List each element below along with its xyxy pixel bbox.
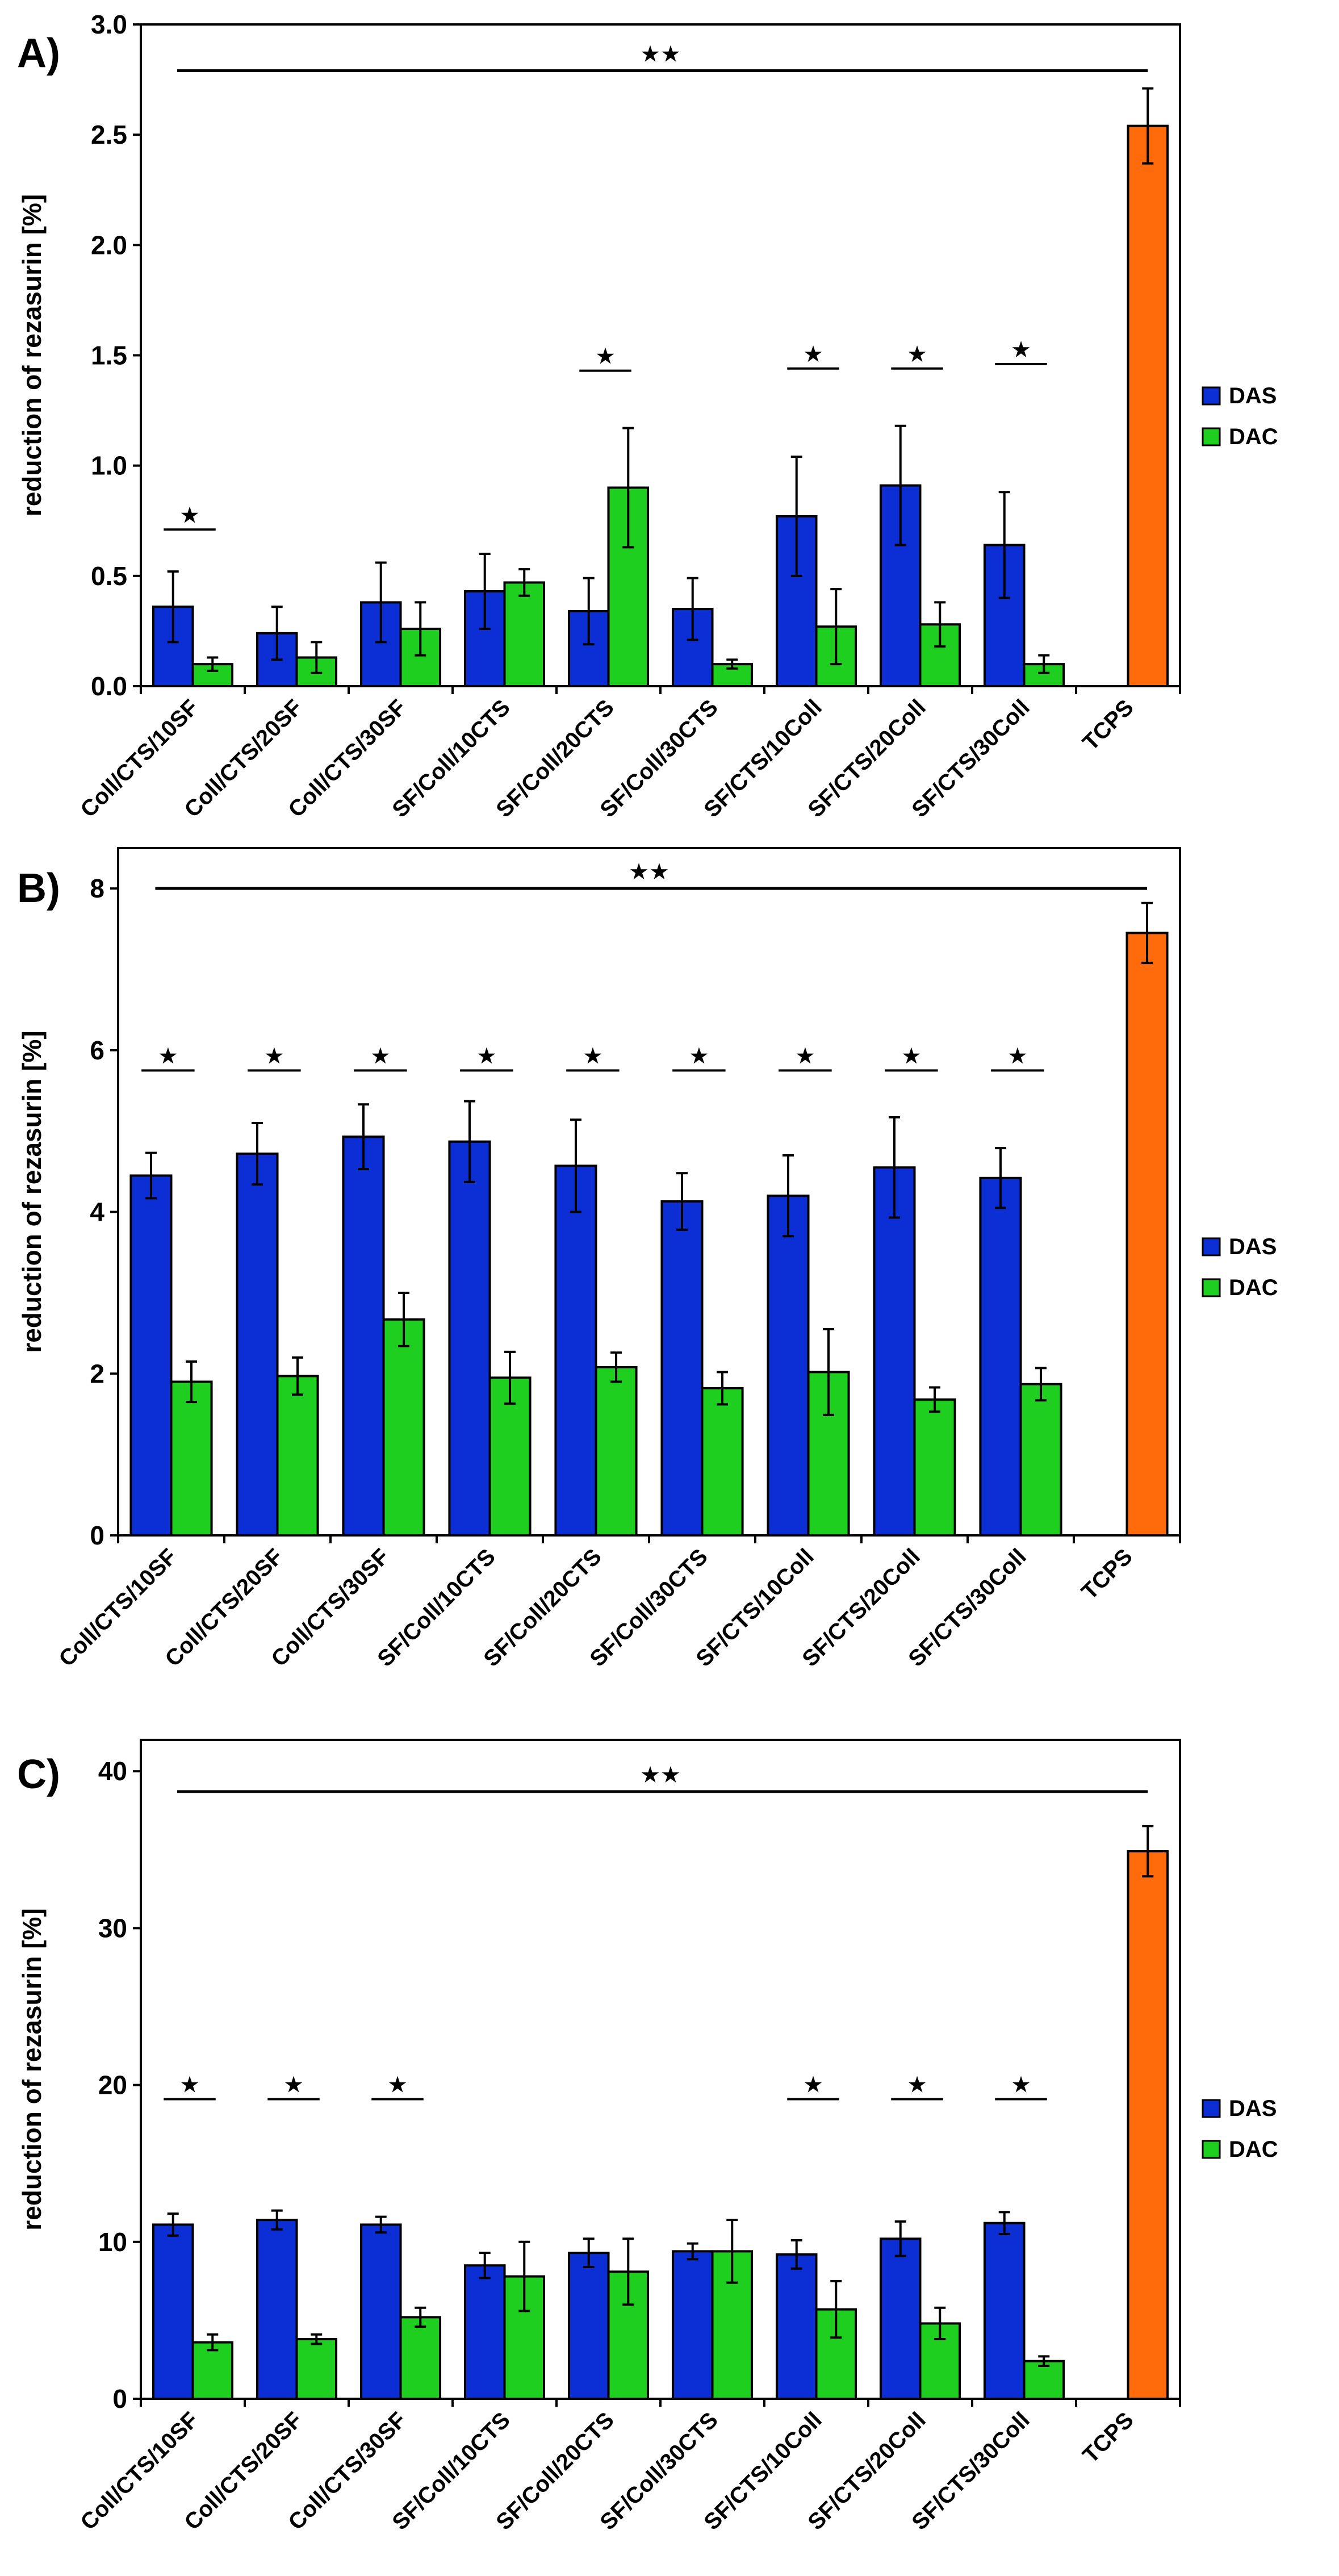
significance-star: ★: [264, 1043, 284, 1068]
significance-star: ★: [907, 342, 927, 367]
significance-star: ★: [1011, 337, 1031, 362]
bar-dac: [913, 1398, 956, 1537]
legend-swatch-dac: [1202, 2140, 1221, 2159]
significance-star: ★: [158, 1043, 178, 1068]
bar-das: [879, 2237, 922, 2400]
legend-label-das: DAS: [1229, 383, 1277, 408]
significance-star: ★: [179, 2072, 200, 2097]
significance-star: ★: [595, 344, 616, 369]
bar-dac: [503, 581, 546, 687]
bar-das: [152, 2223, 194, 2400]
y-tick-label: 1.5: [91, 341, 127, 370]
bar-dac: [382, 1318, 425, 1537]
bar-das: [129, 1174, 173, 1537]
bar-tcps: [1125, 932, 1169, 1537]
y-tick-label: 3.0: [91, 10, 127, 39]
bar-das: [775, 2253, 818, 2400]
bar-das: [873, 1166, 916, 1537]
legend-swatch-dac: [1202, 1278, 1221, 1297]
legend-swatch-das: [1202, 386, 1221, 406]
y-tick-label: 1.0: [91, 451, 127, 481]
legend-swatch-das: [1202, 2099, 1221, 2118]
significance-star: ★: [1007, 1043, 1028, 1068]
x-tick-label: TCPS: [1078, 695, 1139, 755]
bar-dac: [595, 1366, 638, 1537]
y-tick-label: 10: [98, 2227, 127, 2257]
significance-star: ★: [901, 1043, 922, 1068]
significance-star: ★: [583, 1043, 603, 1068]
y-tick-label: 4: [90, 1197, 104, 1227]
panel-c: C)reduction of rezasurin [%]010203040Col…: [17, 1739, 1278, 2535]
significance-star: ★: [283, 2072, 304, 2097]
y-axis-label: reduction of rezasurin [%]: [17, 194, 47, 516]
bar-tcps: [1127, 124, 1169, 687]
y-tick-label: 30: [98, 1913, 127, 1943]
y-tick-label: 2.5: [91, 120, 127, 149]
bar-das: [342, 1135, 385, 1537]
y-tick-label: 0.0: [91, 671, 127, 701]
y-axis-label: reduction of rezasurin [%]: [17, 1908, 47, 2230]
significance-star: ★: [795, 1043, 815, 1068]
y-tick-label: 2.0: [91, 230, 127, 260]
panel-label: C): [17, 1752, 60, 1797]
bar-dac: [503, 2275, 546, 2400]
bar-dac: [701, 1387, 744, 1537]
bar-das: [660, 1200, 704, 1537]
legend-label-dac: DAC: [1229, 424, 1278, 449]
significance-star: ★: [387, 2072, 408, 2097]
bar-das: [256, 2219, 298, 2400]
bar-dac: [295, 2338, 338, 2400]
bar-dac: [1019, 1383, 1062, 1537]
legend-swatch-das: [1202, 1237, 1221, 1256]
significance-star: ★: [476, 1043, 497, 1068]
panel-a: A) reduction of rezasurin [%] 0.0 0.5 1.0 1.5…: [17, 10, 1278, 823]
bar-das: [567, 2252, 610, 2400]
legend-swatch-dac: [1202, 427, 1221, 446]
x-tick-label: TCPS: [1077, 1544, 1137, 1605]
legend-label-das: DAS: [1229, 2096, 1277, 2121]
bar-das: [983, 2222, 1026, 2400]
bar-dac: [170, 1380, 213, 1537]
bar-dac: [1023, 2360, 1065, 2400]
panel-label: A): [17, 31, 60, 76]
significance-star: ★: [1011, 2072, 1031, 2097]
x-tick-label: TCPS: [1078, 2407, 1139, 2468]
double-significance-stars: ★★: [629, 859, 670, 884]
y-tick-label: 0: [90, 1521, 104, 1550]
legend-label-dac: DAC: [1229, 2137, 1278, 2162]
y-axis-label: reduction of rezasurin [%]: [17, 1030, 47, 1352]
bar-tcps: [1127, 1850, 1169, 2400]
bar-das: [767, 1195, 810, 1537]
significance-star: ★: [907, 2072, 927, 2097]
legend-label-dac: DAC: [1229, 1275, 1278, 1300]
significance-star: ★: [803, 342, 823, 367]
bar-das: [671, 2250, 714, 2400]
bar-dac: [399, 2316, 442, 2400]
double-significance-stars: ★★: [640, 42, 681, 67]
significance-star: ★: [803, 2072, 823, 2097]
y-tick-label: 0.5: [91, 561, 127, 591]
y-tick-label: 0: [112, 2384, 127, 2414]
bar-das: [236, 1153, 279, 1537]
bar-dac: [276, 1375, 319, 1537]
double-significance-stars: ★★: [640, 1763, 681, 1788]
y-tick-label: 8: [90, 874, 104, 903]
bar-das: [448, 1140, 491, 1537]
bar-das: [554, 1164, 597, 1537]
significance-star: ★: [179, 503, 200, 528]
significance-star: ★: [689, 1043, 709, 1068]
panel-label: B): [17, 866, 60, 911]
panel-b: B)reduction of rezasurin [%]02468Coll/CT…: [17, 847, 1278, 1672]
bar-das: [463, 2264, 506, 2400]
y-tick-label: 6: [90, 1036, 104, 1065]
bar-das: [979, 1176, 1022, 1537]
y-tick-label: 40: [98, 1756, 127, 1786]
legend-label-das: DAS: [1229, 1234, 1277, 1259]
y-tick-label: 20: [98, 2070, 127, 2100]
significance-star: ★: [370, 1043, 391, 1068]
bar-das: [359, 2223, 402, 2400]
y-tick-label: 2: [90, 1359, 104, 1388]
